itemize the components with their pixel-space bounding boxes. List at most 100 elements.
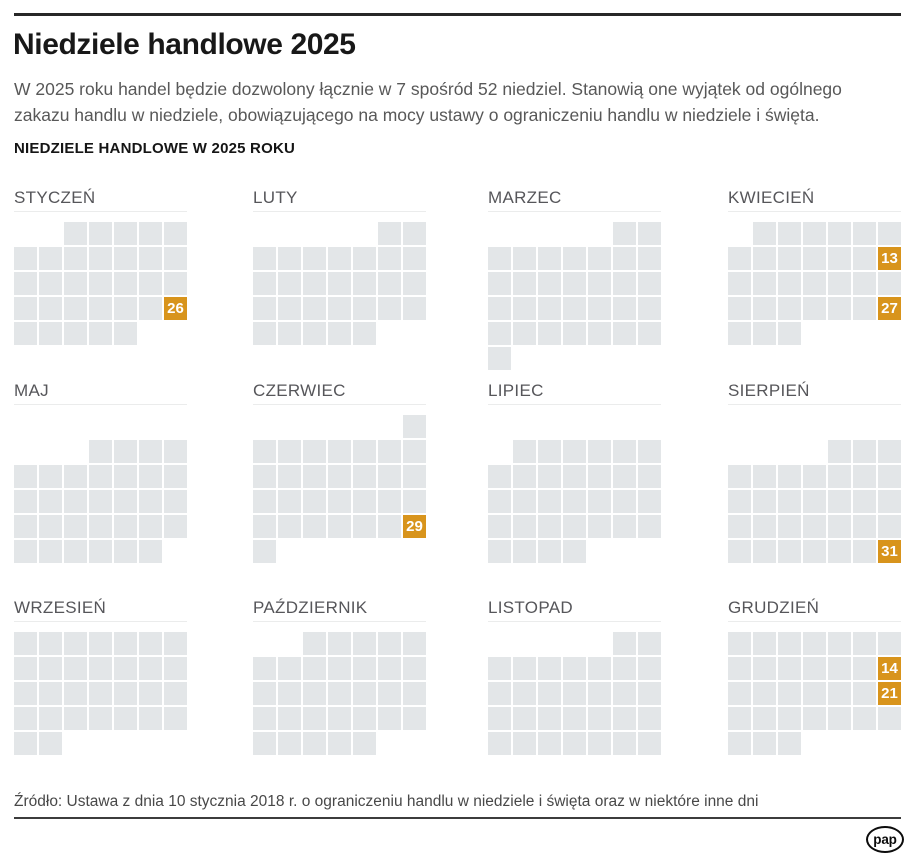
day-cell — [39, 322, 62, 345]
day-cell — [253, 682, 276, 705]
day-cell — [828, 682, 851, 705]
day-cell — [613, 222, 636, 245]
day-cell — [278, 297, 301, 320]
day-cell — [403, 707, 426, 730]
day-cell — [378, 682, 401, 705]
month-wrzesien: WRZESIEŃ — [14, 598, 253, 768]
day-cell — [328, 657, 351, 680]
day-cell — [114, 297, 137, 320]
day-cell — [403, 222, 426, 245]
day-cell — [488, 322, 511, 345]
day-cell — [753, 632, 776, 655]
day-cell — [878, 272, 901, 295]
day-cell — [803, 297, 826, 320]
day-cell — [303, 732, 326, 755]
day-cell — [89, 707, 112, 730]
day-cell — [878, 222, 901, 245]
day-cell — [278, 707, 301, 730]
day-cell — [613, 632, 636, 655]
day-cell — [613, 272, 636, 295]
day-cell — [538, 440, 561, 463]
day-cell — [488, 247, 511, 270]
day-cell — [64, 682, 87, 705]
day-cell — [588, 465, 611, 488]
day-cell — [728, 682, 751, 705]
day-cell — [164, 222, 187, 245]
day-cell — [753, 682, 776, 705]
day-cell — [488, 515, 511, 538]
day-cell — [14, 272, 37, 295]
month-underline — [253, 211, 426, 212]
day-cell — [753, 297, 776, 320]
day-cell — [728, 515, 751, 538]
day-cell — [89, 632, 112, 655]
day-cell — [753, 540, 776, 563]
day-cell — [728, 297, 751, 320]
day-cell — [164, 465, 187, 488]
day-cell — [828, 490, 851, 513]
month-underline — [488, 211, 661, 212]
pap-logo-text: pap — [873, 832, 897, 847]
month-day-grid — [253, 222, 426, 345]
day-cell — [803, 222, 826, 245]
day-cell — [328, 440, 351, 463]
day-cell — [778, 322, 801, 345]
month-underline — [728, 211, 901, 212]
day-cell — [139, 657, 162, 680]
day-cell — [253, 732, 276, 755]
day-cell — [89, 222, 112, 245]
day-cell — [563, 732, 586, 755]
day-cell — [563, 322, 586, 345]
day-cell — [728, 732, 751, 755]
day-cell — [613, 247, 636, 270]
day-cell — [39, 515, 62, 538]
month-underline — [728, 621, 901, 622]
day-cell — [828, 440, 851, 463]
month-kwiecien: KWIECIEŃ 13 27 — [728, 188, 901, 381]
day-cell — [139, 490, 162, 513]
day-cell — [378, 465, 401, 488]
day-cell — [403, 490, 426, 513]
day-cell — [538, 247, 561, 270]
day-cell — [728, 247, 751, 270]
day-cell — [39, 707, 62, 730]
month-underline — [14, 211, 187, 212]
month-label: LIPIEC — [488, 381, 544, 400]
day-cell — [253, 247, 276, 270]
month-underline — [488, 404, 661, 405]
month-label: CZERWIEC — [253, 381, 346, 400]
month-label: WRZESIEŃ — [14, 598, 107, 617]
day-cell — [488, 707, 511, 730]
day-cell — [353, 657, 376, 680]
day-cell — [638, 657, 661, 680]
day-cell — [803, 272, 826, 295]
month-label: MAJ — [14, 381, 49, 400]
day-cell — [253, 657, 276, 680]
day-cell — [488, 657, 511, 680]
day-cell — [853, 540, 876, 563]
day-cell — [853, 657, 876, 680]
day-cell — [613, 707, 636, 730]
day-cell — [828, 657, 851, 680]
day-cell — [139, 515, 162, 538]
day-cell — [353, 515, 376, 538]
day-cell — [403, 465, 426, 488]
day-cell — [778, 707, 801, 730]
day-cell — [303, 682, 326, 705]
day-cell — [39, 682, 62, 705]
day-cell — [64, 707, 87, 730]
day-cell — [303, 707, 326, 730]
month-underline — [253, 621, 426, 622]
day-cell — [488, 540, 511, 563]
section-title: NIEDZIELE HANDLOWE W 2025 ROKU — [14, 140, 296, 157]
month-day-grid — [488, 415, 661, 563]
day-cell — [563, 440, 586, 463]
day-cell — [588, 732, 611, 755]
day-cell — [353, 732, 376, 755]
trading-sunday-cell: 13 — [878, 247, 901, 270]
day-cell — [89, 515, 112, 538]
day-cell — [278, 440, 301, 463]
day-cell — [778, 515, 801, 538]
day-cell — [303, 322, 326, 345]
day-cell — [853, 465, 876, 488]
